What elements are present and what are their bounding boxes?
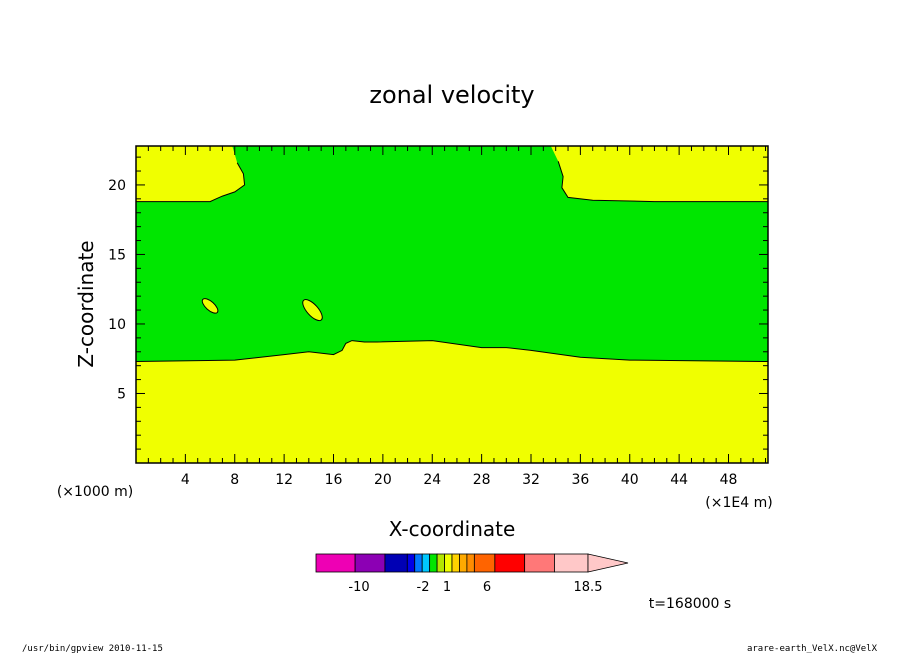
x-axis-label: X-coordinate xyxy=(389,517,516,541)
time-label: t=168000 s xyxy=(649,596,731,612)
x-tick-label: 4 xyxy=(181,472,190,488)
x-tick-label: 24 xyxy=(423,472,441,488)
y-tick-label: 20 xyxy=(108,178,126,194)
x-tick-label: 20 xyxy=(374,472,392,488)
colorbar-swatch xyxy=(354,553,386,573)
x-unit-label: (×1E4 m) xyxy=(705,495,772,511)
colorbar-arrow xyxy=(587,553,629,573)
colorbar-swatch xyxy=(414,553,423,573)
x-tick-labels: 4 8 12 16 20 24 28 32 36 40 44 48 xyxy=(181,472,738,488)
chart-title: zonal velocity xyxy=(369,81,534,109)
y-unit-label: (×1000 m) xyxy=(57,484,133,500)
colorbar-swatch xyxy=(315,553,356,573)
region-upper-right-patch-contour xyxy=(557,161,768,203)
y-axis-label: Z-coordinate xyxy=(74,240,98,367)
y-tick-label: 10 xyxy=(108,317,126,333)
colorbar-swatch xyxy=(421,553,431,573)
plot-area xyxy=(135,145,769,464)
colorbar-swatch xyxy=(406,553,416,573)
colorbar-swatch xyxy=(436,553,445,573)
region-upper-right-patch xyxy=(550,146,768,202)
footer-left: /usr/bin/gpview 2010-11-15 xyxy=(22,644,163,654)
colorbar-label: -2 xyxy=(417,580,430,595)
region-small-ellipse-2 xyxy=(302,299,323,322)
y-tick-labels: 5 10 15 20 xyxy=(108,178,126,403)
x-tick-label: 8 xyxy=(230,472,239,488)
colorbar-swatch xyxy=(384,553,408,573)
colorbar-label: 18.5 xyxy=(574,580,603,595)
plot-frame xyxy=(135,145,769,464)
colorbar-label: -10 xyxy=(348,580,369,595)
x-tick-label: 40 xyxy=(621,472,639,488)
region-lower-band-contour xyxy=(135,340,769,362)
colorbar-swatch xyxy=(473,553,496,573)
region-upper-left-patch xyxy=(136,146,245,202)
colorbar-swatch xyxy=(524,553,555,573)
x-tick-label: 44 xyxy=(670,472,688,488)
footer-right: arare-earth_VelX.nc@VelX xyxy=(747,644,878,654)
colorbar-swatch xyxy=(466,553,475,573)
region-upper-left-patch-contour xyxy=(136,162,246,203)
x-tick-label: 36 xyxy=(571,472,589,488)
x-tick-label: 48 xyxy=(720,472,738,488)
colorbar-swatch xyxy=(451,553,460,573)
y-tick-label: 5 xyxy=(117,386,126,402)
colorbar-label: 6 xyxy=(483,580,491,595)
colorbar-swatch xyxy=(444,553,453,573)
x-tick-label: 12 xyxy=(275,472,293,488)
y-tick-label: 15 xyxy=(108,247,126,263)
colorbar-swatch xyxy=(459,553,468,573)
x-tick-label: 16 xyxy=(325,472,343,488)
x-tick-label: 28 xyxy=(473,472,491,488)
region-small-ellipse-1 xyxy=(201,298,219,314)
colorbar-label: 1 xyxy=(443,580,451,595)
region-lower-band xyxy=(136,340,768,463)
colorbar-swatch xyxy=(554,553,589,573)
colorbar-swatch xyxy=(429,553,438,573)
colorbar-swatch xyxy=(494,553,526,573)
colorbar: -10 -2 1 6 18.5 xyxy=(315,553,629,595)
x-tick-label: 32 xyxy=(522,472,540,488)
